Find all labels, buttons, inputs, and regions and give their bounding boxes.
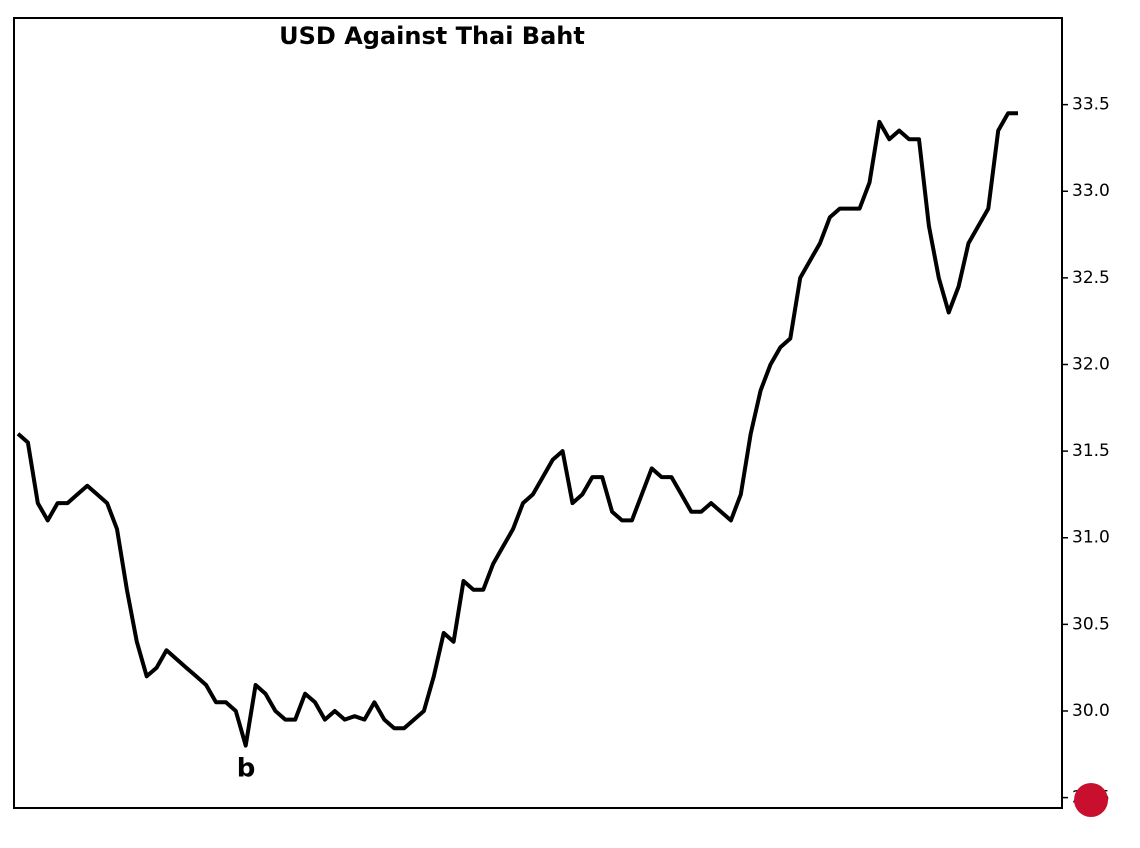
price-line [16,111,1018,748]
y-tick-label: 33.5 [1072,95,1110,115]
y-tick-label: 31.5 [1072,441,1110,461]
logo-circle [1074,783,1108,817]
y-tick-label: 30.5 [1072,614,1110,634]
y-tick-label: 33.0 [1072,181,1110,201]
y-tick-label: 32.0 [1072,354,1110,374]
y-tick-label: 32.5 [1072,268,1110,288]
chart-title: USD Against Thai Baht [279,22,585,50]
plot-frame [13,17,1063,809]
annotation: b [237,754,256,784]
y-tick-label: 30.0 [1072,701,1110,721]
logo [1074,783,1108,817]
y-tick-label: 31.0 [1072,528,1110,548]
